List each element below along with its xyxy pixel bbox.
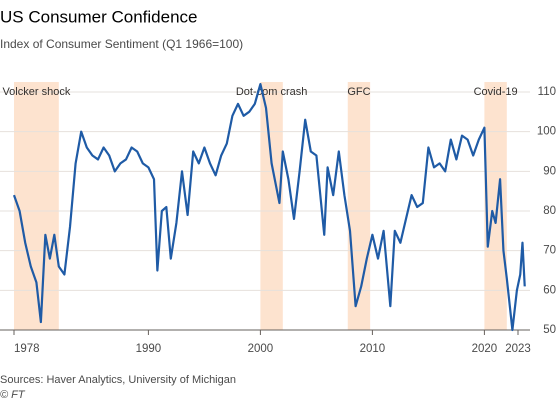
x-tick-label: 1990 <box>136 343 162 355</box>
chart-title: US Consumer Confidence <box>0 7 197 26</box>
data-line <box>12 82 526 332</box>
x-tick-label: 2000 <box>248 343 274 355</box>
x-tick-label: 2010 <box>360 343 386 355</box>
x-tick-label: 2023 <box>505 343 531 355</box>
period-band <box>484 82 507 330</box>
period-label: GFC <box>347 86 370 98</box>
period-label: Dot-com crash <box>236 86 308 98</box>
y-tick-label: 50 <box>543 324 556 336</box>
period-band <box>14 82 59 330</box>
y-tick-label: 110 <box>538 86 556 98</box>
y-tick-label: 90 <box>543 165 556 177</box>
period-label: Volcker shock <box>2 86 70 98</box>
y-tick-label: 100 <box>537 126 556 138</box>
y-tick-label: 60 <box>543 284 556 296</box>
y-tick-label: 70 <box>543 245 556 257</box>
source: Sources: Haver Analytics, University of … <box>0 374 236 386</box>
credit: © FT <box>0 389 26 400</box>
chart-subtitle: Index of Consumer Sentiment (Q1 1966=100… <box>0 37 243 51</box>
period-label: Covid-19 <box>474 86 518 98</box>
x-tick-label: 1978 <box>14 343 40 355</box>
x-tick-label: 2020 <box>472 343 498 355</box>
period-band <box>260 82 283 330</box>
y-tick-label: 80 <box>543 205 556 217</box>
